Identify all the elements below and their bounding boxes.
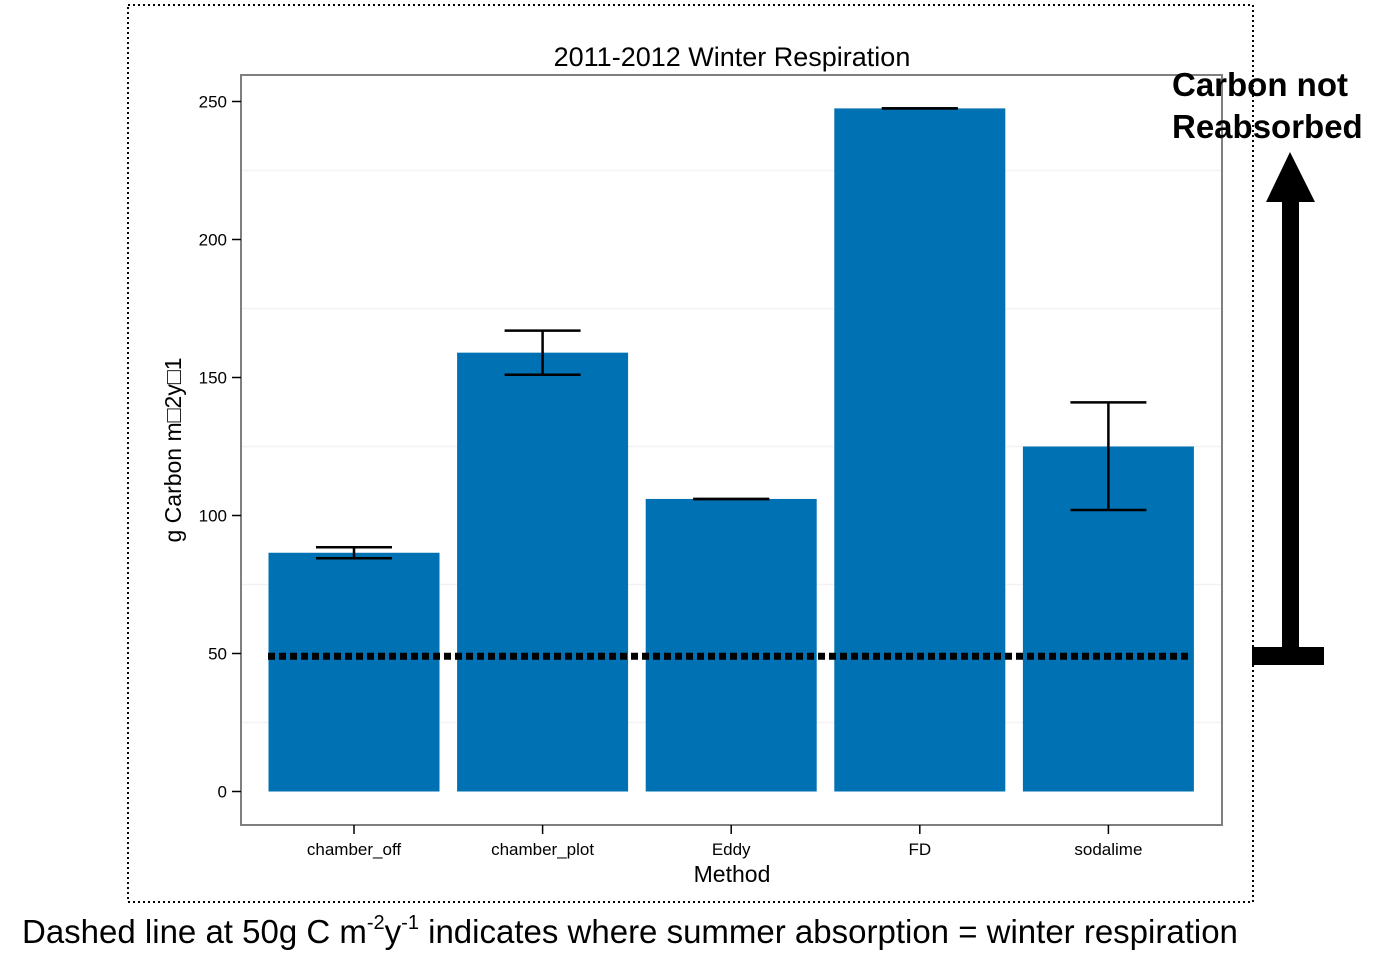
y-tick-label: 100 — [199, 507, 227, 526]
y-tick-label: 150 — [199, 369, 227, 388]
x-tick-label: chamber_off — [307, 840, 401, 859]
x-tick-label: chamber_plot — [491, 840, 594, 859]
annotation-line-2: Reabsorbed — [1172, 108, 1363, 145]
bar — [834, 108, 1006, 792]
error-bar — [316, 545, 392, 560]
y-tick-label: 200 — [199, 231, 227, 250]
caption-text-2: y — [384, 913, 402, 950]
annotation-carbon-not-reabsorbed: Carbon not Reabsorbed — [1172, 64, 1363, 148]
error-bar — [504, 329, 581, 376]
chart-title: 2011-2012 Winter Respiration — [554, 42, 911, 72]
x-tick-label: sodalime — [1074, 840, 1142, 859]
y-axis-label: g Carbon m□2y□1 — [160, 357, 186, 542]
error-bars — [316, 107, 1147, 560]
error-bar — [1070, 401, 1147, 512]
annotation-line-1: Carbon not — [1172, 66, 1348, 103]
caption-text-1: Dashed line at 50g C m — [22, 913, 367, 950]
bar — [457, 352, 629, 792]
figure-caption: Dashed line at 50g C m-2y-1 indicates wh… — [22, 912, 1238, 951]
bar — [645, 498, 817, 792]
y-tick-label: 50 — [208, 645, 227, 664]
caption-sup-2: -1 — [401, 912, 419, 934]
y-axis: 0 50 100 150 200 250 — [199, 93, 241, 802]
x-tick-label: FD — [908, 840, 931, 859]
bar — [268, 552, 440, 792]
x-axis: chamber_off chamber_plot Eddy FD sodalime — [307, 825, 1142, 859]
caption-text-3: indicates where summer absorption = wint… — [418, 913, 1238, 950]
caption-sup-1: -2 — [366, 912, 385, 934]
x-axis-label: Method — [694, 861, 771, 887]
y-tick-label: 250 — [199, 93, 227, 112]
x-tick-label: Eddy — [712, 840, 751, 859]
y-tick-label: 0 — [218, 783, 227, 802]
up-arrow-icon — [1252, 152, 1324, 665]
figure-frame — [127, 4, 1254, 903]
bars — [268, 108, 1194, 792]
